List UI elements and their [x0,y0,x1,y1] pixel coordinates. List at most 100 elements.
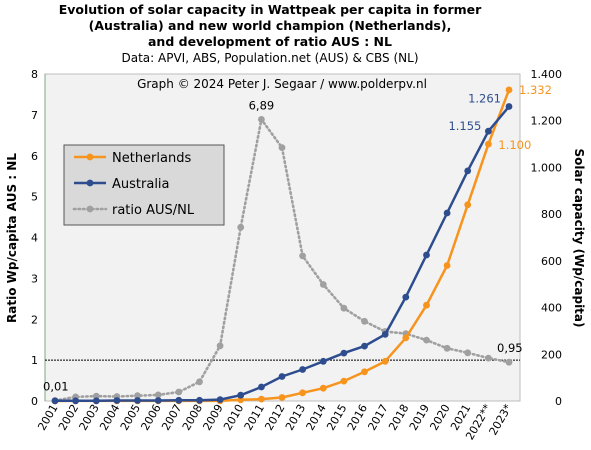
point-australia [464,168,471,175]
point-australia [72,397,79,404]
left-tick-label: 8 [31,68,38,81]
point-netherlands [402,335,409,342]
point-australia [52,397,59,404]
legend-label-ratio-aus-nl: ratio AUS/NL [112,203,195,218]
point-australia [279,373,286,380]
right-axis-label: Solar capacity (Wp/capita) [572,149,586,328]
point-ratio-aus-nl [361,318,368,325]
point-australia [423,252,430,259]
right-tick-label: 0 [555,395,562,408]
x-tick-label: 2017 [366,402,391,433]
point-ratio-aus-nl [341,305,348,312]
x-tick-label: 2016 [345,402,370,433]
point-australia [155,397,162,404]
point-ratio-aus-nl [196,378,203,385]
left-tick-label: 0 [31,395,38,408]
x-tick-label: 2015 [324,402,349,433]
point-netherlands [506,87,513,94]
legend: Netherlands Australia ratio AUS/NL [64,145,224,225]
chart-title-line-1: Evolution of solar capacity in Wattpeak … [59,2,482,17]
point-australia [114,397,121,404]
point-australia [217,396,224,403]
point-ratio-aus-nl [279,144,286,151]
point-netherlands [464,201,471,208]
point-australia [134,397,141,404]
point-ratio-aus-nl [258,116,265,123]
x-tick-label: 2003 [77,402,102,433]
chart-title-line-2: (Australia) and new world champion (Neth… [89,18,452,33]
left-axis-label: Ratio Wp/capita AUS : NL [5,153,19,323]
data-label: 6,89 [249,98,275,112]
point-ratio-aus-nl [444,345,451,352]
point-australia [299,366,306,373]
data-label: 1.261 [468,92,501,106]
legend-marker-ratio-aus-nl [87,206,94,213]
point-australia [320,358,327,365]
x-tick-label: 2001 [35,402,60,433]
point-australia [237,392,244,399]
point-australia [506,103,513,110]
data-label: 1.332 [519,83,552,97]
point-netherlands [444,262,451,269]
left-tick-label: 4 [31,232,38,245]
right-axis-ticks: 0 200 400 600 800 1.000 1.200 1.400 [531,68,563,408]
point-netherlands [423,302,430,309]
legend-label-australia: Australia [112,177,170,192]
x-axis-ticks: 2001200220032004200520062007200820092010… [35,402,515,443]
point-netherlands [485,141,492,148]
data-label: 0,95 [497,341,523,355]
left-axis-ticks: 0 1 2 3 4 5 6 7 8 [31,68,38,408]
x-tick-label: 2004 [97,402,122,433]
point-australia [485,128,492,135]
point-ratio-aus-nl [175,389,182,396]
point-australia [402,294,409,301]
point-netherlands [299,389,306,396]
left-tick-label: 7 [31,109,38,122]
point-ratio-aus-nl [506,359,513,366]
x-tick-label: 2014 [304,402,329,433]
legend-marker-australia [87,180,94,187]
x-tick-label: 2002 [56,402,81,433]
point-australia [361,343,368,350]
legend-label-netherlands: Netherlands [112,151,191,166]
right-tick-label: 800 [541,208,562,221]
point-netherlands [258,396,265,403]
point-australia [341,350,348,357]
right-tick-label: 1.400 [531,68,563,81]
point-australia [175,397,182,404]
chart-credit: Graph © 2024 Peter J. Segaar / www.polde… [137,77,427,91]
right-tick-label: 400 [541,302,562,315]
left-tick-label: 1 [31,354,38,367]
legend-marker-netherlands [87,154,94,161]
point-ratio-aus-nl [237,224,244,231]
point-netherlands [320,385,327,392]
left-tick-label: 5 [31,191,38,204]
x-tick-label: 2008 [180,402,205,433]
point-netherlands [279,394,286,401]
point-australia [382,331,389,338]
point-ratio-aus-nl [464,349,471,356]
x-tick-label: 2006 [139,402,164,433]
data-label: 1.155 [448,119,481,133]
right-tick-label: 200 [541,348,562,361]
point-ratio-aus-nl [320,281,327,288]
point-ratio-aus-nl [423,337,430,344]
left-tick-label: 2 [31,313,38,326]
chart-subtitle: Data: APVI, ABS, Population.net (AUS) & … [122,51,419,65]
x-tick-label: 2013 [283,402,308,433]
x-tick-label: 2007 [159,402,184,433]
left-tick-label: 3 [31,272,38,285]
point-australia [196,397,203,404]
x-tick-label: 2011 [242,402,267,433]
x-tick-label: 2005 [118,402,143,433]
point-netherlands [382,358,389,365]
point-australia [93,397,100,404]
point-ratio-aus-nl [299,253,306,260]
point-netherlands [361,368,368,375]
point-australia [258,384,265,391]
point-ratio-aus-nl [485,355,492,362]
x-tick-label: 2010 [221,402,246,433]
left-tick-label: 6 [31,150,38,163]
